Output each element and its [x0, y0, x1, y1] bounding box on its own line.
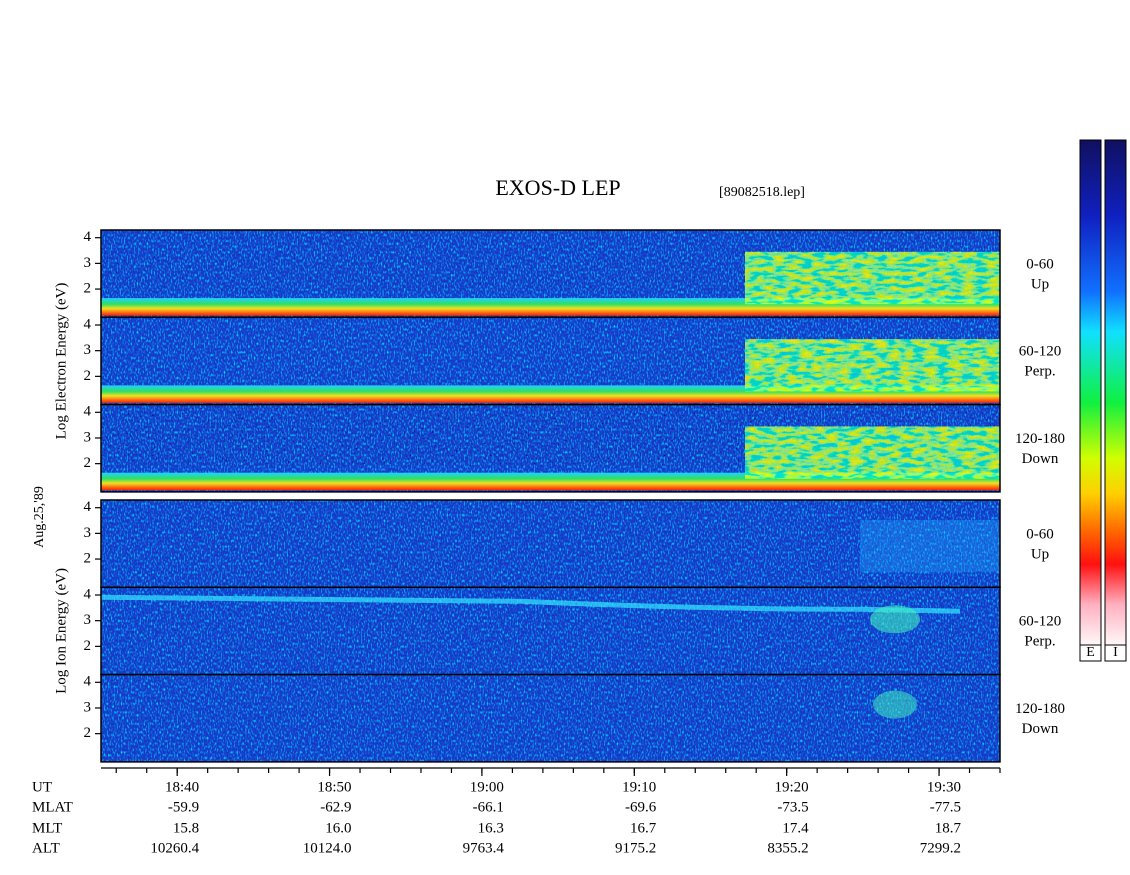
- y-tick-label: 2: [84, 638, 92, 654]
- row-value: 10124.0: [303, 840, 352, 856]
- row-value: 19:30: [927, 779, 961, 795]
- row-value: 16.7: [630, 820, 657, 836]
- color-bar-label: E: [1086, 645, 1095, 660]
- pitch-angle-label: 60-120: [1019, 344, 1062, 360]
- color-bar: [1104, 139, 1127, 646]
- direction-label: Perp.: [1024, 364, 1055, 380]
- dropout-noise: [101, 674, 1000, 762]
- row-value: 18.7: [935, 820, 962, 836]
- row-value: -77.5: [930, 799, 961, 815]
- row-value: 8355.2: [767, 840, 808, 856]
- pitch-angle-label: 0-60: [1026, 256, 1054, 272]
- y-axis-label: Log Ion Energy (eV): [53, 568, 69, 694]
- y-tick-label: 2: [84, 368, 92, 384]
- pitch-angle-label: 120-180: [1015, 431, 1065, 447]
- y-tick-label: 4: [84, 674, 92, 690]
- pitch-angle-label: 60-120: [1019, 614, 1062, 630]
- row-label: ALT: [32, 840, 60, 856]
- row-value: 19:20: [775, 779, 809, 795]
- dropout-noise: [101, 500, 1000, 588]
- date-label: Aug.25,'89: [32, 486, 47, 548]
- row-value: 19:00: [470, 779, 504, 795]
- y-tick-label: 2: [84, 550, 92, 566]
- row-value: 16.3: [478, 820, 504, 836]
- direction-label: Down: [1022, 721, 1059, 737]
- row-value: -69.6: [625, 799, 657, 815]
- y-tick-label: 3: [84, 429, 92, 445]
- row-value: -66.1: [473, 799, 504, 815]
- row-value: 17.4: [782, 820, 809, 836]
- y-tick-label: 4: [84, 316, 92, 332]
- row-value: -59.9: [168, 799, 199, 815]
- row-value: 7299.2: [920, 840, 961, 856]
- y-tick-label: 3: [84, 525, 92, 541]
- y-axis-label: Log Electron Energy (eV): [53, 283, 69, 440]
- row-value: 9763.4: [463, 840, 505, 856]
- direction-label: Up: [1031, 546, 1049, 562]
- row-label: MLT: [32, 820, 62, 836]
- y-tick-label: 3: [84, 699, 92, 715]
- y-tick-label: 3: [84, 342, 92, 358]
- precipitation-region: [745, 426, 1000, 479]
- pitch-angle-label: 120-180: [1015, 701, 1065, 717]
- row-value: 19:10: [622, 779, 656, 795]
- panel-frame: [100, 403, 1001, 493]
- row-value: 18:50: [317, 779, 351, 795]
- row-value: 15.8: [173, 820, 199, 836]
- color-bar-label: I: [1113, 645, 1118, 660]
- row-value: 16.0: [325, 820, 351, 836]
- row-label: MLAT: [32, 799, 73, 815]
- y-tick-label: 2: [84, 725, 92, 741]
- y-tick-label: 2: [84, 455, 92, 471]
- row-value: 9175.2: [615, 840, 656, 856]
- y-tick-label: 4: [84, 586, 92, 602]
- y-tick-label: 4: [84, 499, 92, 515]
- precipitation-region: [745, 339, 1000, 392]
- color-bar-label-box: [1104, 644, 1127, 662]
- direction-label: Down: [1022, 451, 1059, 467]
- panel-frame: [100, 673, 1001, 763]
- direction-label: Up: [1031, 276, 1049, 292]
- color-bar: [1079, 139, 1102, 646]
- direction-label: Perp.: [1024, 634, 1055, 650]
- y-tick-label: 3: [84, 612, 92, 628]
- row-value: 10260.4: [150, 840, 199, 856]
- row-value: -62.9: [320, 799, 351, 815]
- precipitation-region: [745, 251, 1000, 305]
- pitch-angle-label: 0-60: [1026, 526, 1054, 542]
- row-value: 18:40: [165, 779, 199, 795]
- y-tick-label: 4: [84, 229, 92, 245]
- y-tick-label: 4: [84, 404, 92, 420]
- chart-title: EXOS-D LEP: [495, 175, 620, 200]
- color-bar-label-box: [1079, 644, 1102, 662]
- y-tick-label: 3: [84, 255, 92, 271]
- y-tick-label: 2: [84, 280, 92, 296]
- dropout-noise: [101, 587, 1000, 675]
- file-name: [89082518.lep]: [719, 185, 805, 200]
- row-label: UT: [32, 779, 52, 795]
- row-value: -73.5: [777, 799, 808, 815]
